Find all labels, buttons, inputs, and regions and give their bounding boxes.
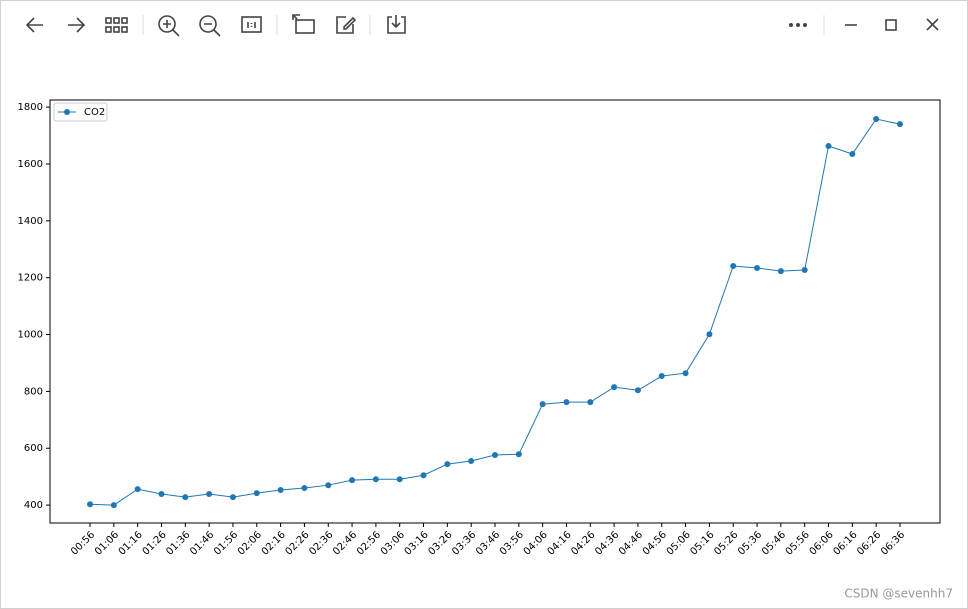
more-button[interactable] xyxy=(789,23,807,27)
data-point xyxy=(539,401,546,408)
y-tick-label: 1800 xyxy=(18,102,43,113)
data-point xyxy=(658,373,665,380)
data-point xyxy=(206,491,213,498)
data-point xyxy=(87,501,94,508)
actual-size-button[interactable] xyxy=(241,16,262,33)
legend-box xyxy=(53,102,108,122)
data-point xyxy=(134,486,141,493)
forward-button[interactable] xyxy=(68,17,86,33)
watermark: CSDN @sevenhh7 xyxy=(844,587,953,601)
data-point xyxy=(110,502,117,509)
y-tick-label: 800 xyxy=(24,386,43,397)
data-point xyxy=(158,491,165,498)
data-point xyxy=(754,265,761,272)
y-tick-label: 1600 xyxy=(18,159,43,170)
data-point xyxy=(682,370,689,377)
data-point xyxy=(492,452,498,459)
zoom-out-button[interactable] xyxy=(199,15,221,37)
data-point xyxy=(444,461,451,468)
data-point xyxy=(182,494,189,501)
data-point xyxy=(873,116,880,123)
data-point xyxy=(301,485,308,492)
data-point xyxy=(825,143,832,150)
data-point xyxy=(372,476,379,483)
data-point xyxy=(420,472,427,479)
y-tick-label: 600 xyxy=(24,443,43,454)
data-point xyxy=(730,263,737,270)
data-point xyxy=(777,268,784,275)
data-point xyxy=(634,387,641,394)
y-tick-label: 400 xyxy=(24,500,43,511)
data-point xyxy=(587,399,594,406)
data-point xyxy=(801,266,808,273)
data-point xyxy=(253,490,260,497)
data-point xyxy=(396,476,403,483)
toolbar xyxy=(25,14,939,37)
back-button[interactable] xyxy=(25,17,43,33)
data-point xyxy=(611,384,618,391)
grid-button[interactable] xyxy=(105,17,128,33)
y-tick-label: 1200 xyxy=(18,273,43,284)
save-button[interactable] xyxy=(387,15,406,34)
data-point xyxy=(229,494,236,501)
close-button[interactable] xyxy=(926,18,939,31)
data-point xyxy=(349,477,356,484)
legend-label: CO2 xyxy=(84,107,105,118)
data-point xyxy=(277,487,284,494)
data-point xyxy=(896,121,903,128)
zoom-in-button[interactable] xyxy=(158,15,180,37)
maximize-button[interactable] xyxy=(885,19,897,31)
data-point xyxy=(468,458,475,465)
data-point xyxy=(325,482,332,489)
legend-marker xyxy=(64,109,70,115)
data-point xyxy=(706,331,713,338)
legend: CO2 xyxy=(53,102,108,122)
y-tick-label: 1000 xyxy=(18,330,43,341)
y-tick-label: 1400 xyxy=(18,216,43,227)
data-point xyxy=(563,399,570,406)
data-point xyxy=(515,451,522,458)
edit-button[interactable] xyxy=(336,16,357,34)
data-point xyxy=(849,151,856,158)
rotate-button[interactable] xyxy=(292,14,315,34)
